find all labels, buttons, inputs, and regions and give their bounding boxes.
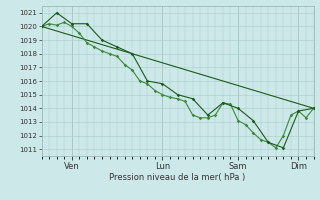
- X-axis label: Pression niveau de la mer( hPa ): Pression niveau de la mer( hPa ): [109, 173, 246, 182]
